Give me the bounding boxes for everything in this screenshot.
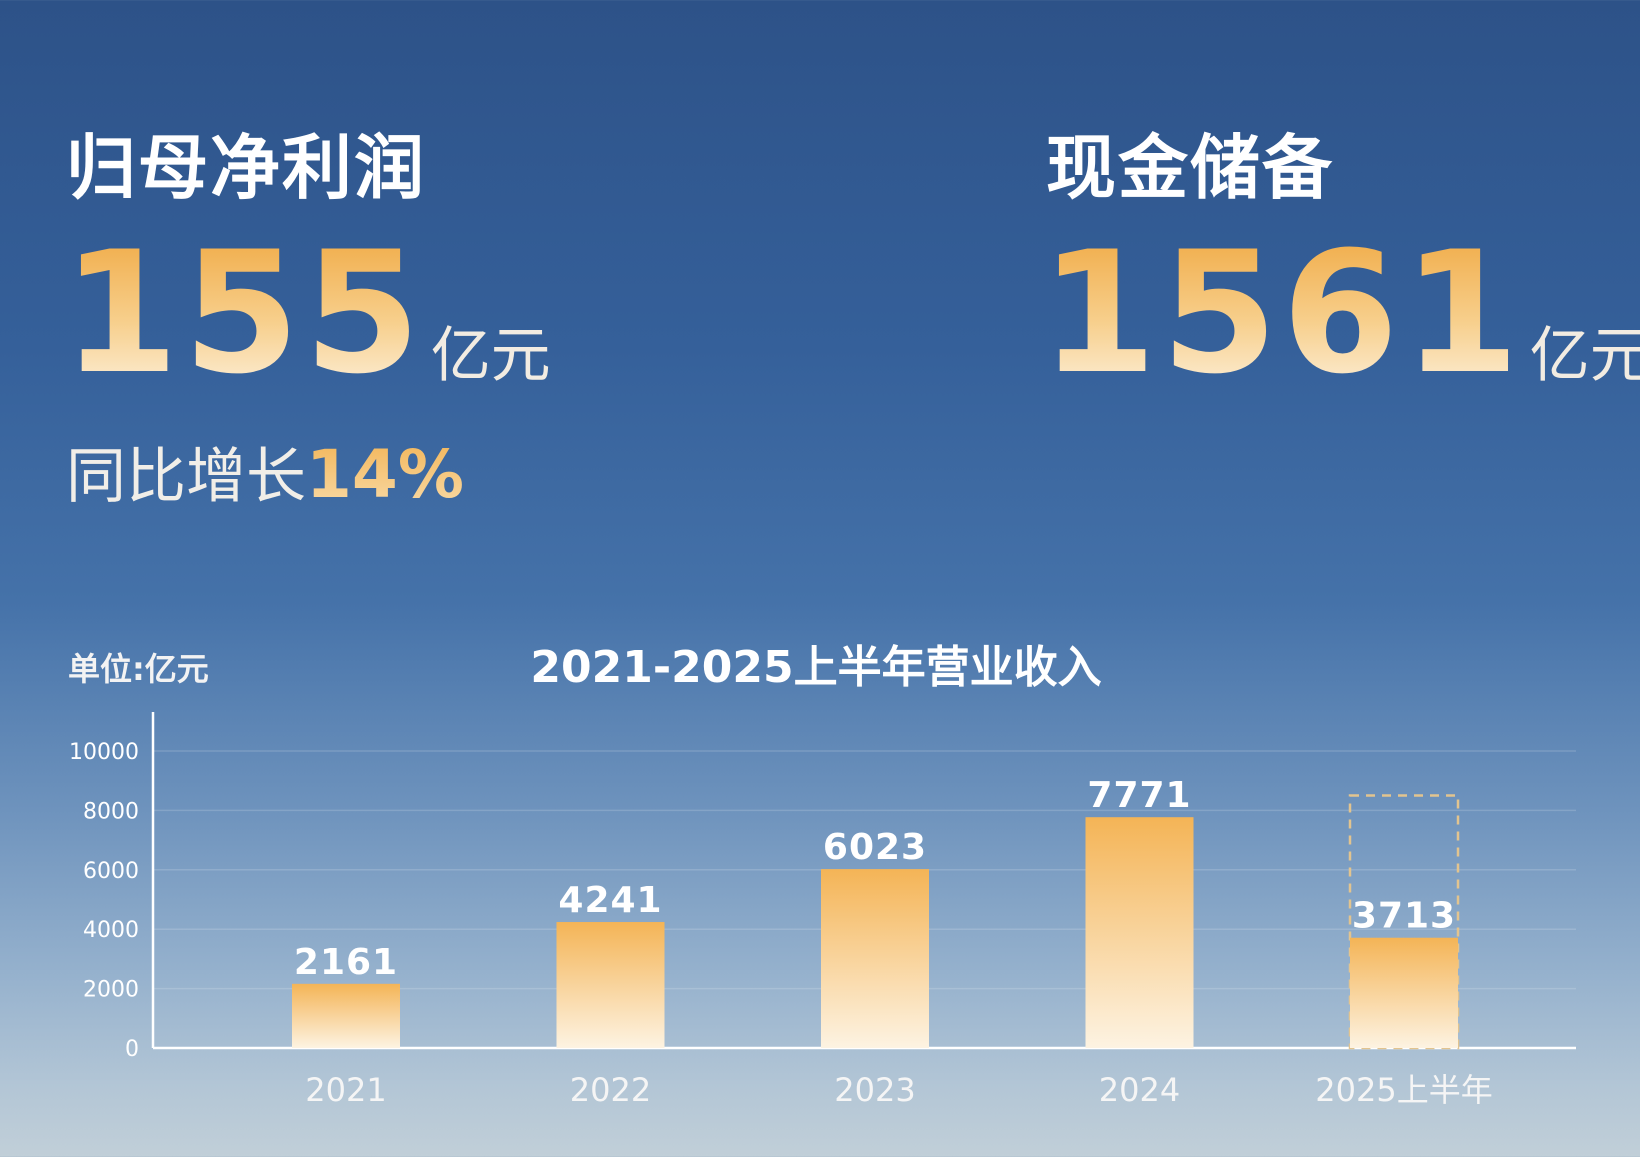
net-profit-value: 155 xyxy=(62,215,425,411)
bar xyxy=(292,983,400,1048)
data-label: 4241 xyxy=(558,880,662,921)
net-profit-title: 归母净利润 xyxy=(66,127,426,209)
x-tick-label: 2023 xyxy=(834,1071,915,1109)
net-profit-value-row: 155 亿元 xyxy=(62,228,551,398)
cash-reserve-title: 现金储备 xyxy=(1046,127,1334,209)
bar xyxy=(821,869,929,1048)
y-tick-label: 10000 xyxy=(69,740,139,765)
net-profit-unit: 亿元 xyxy=(430,321,551,391)
cash-reserve-value-row: 1561 亿元 xyxy=(1040,228,1640,398)
cash-reserve-value: 1561 xyxy=(1040,215,1524,411)
bar xyxy=(556,922,665,1048)
dashed-placeholder-bar xyxy=(1348,794,1460,1050)
label-layer: 2161 2021 4241 2022 6023 2023 7771 2024 3713 2025… xyxy=(294,775,1493,1109)
data-label: 6023 xyxy=(823,827,927,868)
y-tick-label: 8000 xyxy=(83,799,139,824)
cash-reserve-unit: 亿元 xyxy=(1529,321,1640,391)
x-tick-label: 2022 xyxy=(570,1071,651,1109)
growth-label: 同比增长 xyxy=(66,442,306,512)
data-label: 3713 xyxy=(1352,896,1456,937)
bar xyxy=(1350,937,1458,1048)
bar-layer xyxy=(292,794,1460,1050)
data-label: 2161 xyxy=(294,942,398,983)
x-tick-label: 2025上半年 xyxy=(1315,1071,1492,1109)
y-tick-label: 2000 xyxy=(83,978,139,1003)
bar xyxy=(1085,817,1194,1048)
y-tick-label: 6000 xyxy=(83,859,139,884)
growth-value: 14% xyxy=(306,436,464,513)
data-label: 7771 xyxy=(1087,775,1191,816)
x-tick-label: 2021 xyxy=(305,1071,386,1109)
x-tick-label: 2024 xyxy=(1099,1071,1180,1109)
net-profit-growth: 同比增长14% xyxy=(66,428,464,515)
revenue-bar-chart: 单位:亿元 2021-2025上半年营业收入 0 2000 4000 6000 8000… xyxy=(68,642,1576,1109)
y-tick-label: 4000 xyxy=(83,918,139,943)
y-tick-label: 0 xyxy=(125,1037,139,1062)
unit-label: 单位:亿元 xyxy=(68,650,209,688)
chart-title: 2021-2025上半年营业收入 xyxy=(530,642,1101,693)
